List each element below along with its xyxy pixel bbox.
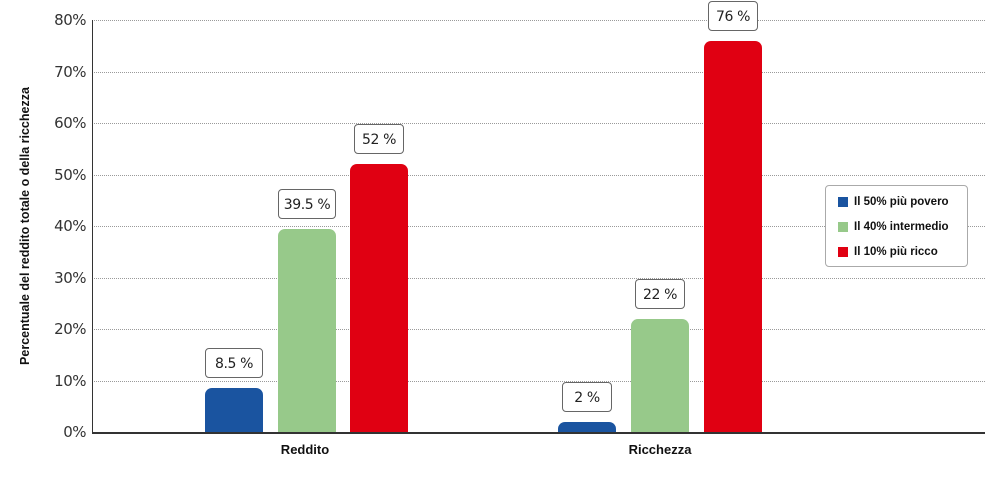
y-tick-label: 50% bbox=[54, 165, 86, 184]
legend-label: Il 10% più ricco bbox=[854, 246, 938, 258]
legend-swatch-blue bbox=[838, 197, 848, 207]
legend-swatch-red bbox=[838, 247, 848, 257]
legend-item-middle: Il 40% intermedio bbox=[838, 220, 949, 234]
gridline bbox=[92, 380, 985, 382]
value-label: 22 % bbox=[635, 278, 685, 309]
gridline bbox=[92, 329, 985, 330]
y-axis-title: Percentuale del reddito totale o della r… bbox=[18, 87, 32, 365]
y-tick-label: 70% bbox=[54, 62, 86, 81]
gridline bbox=[92, 20, 985, 21]
bar bbox=[704, 40, 762, 432]
bar bbox=[631, 318, 689, 432]
bar bbox=[350, 164, 408, 432]
y-axis-line bbox=[92, 20, 93, 432]
y-tick-label: 40% bbox=[54, 217, 86, 235]
legend-label: Il 50% più povero bbox=[854, 196, 949, 208]
x-axis-line bbox=[92, 432, 985, 434]
legend-label: Il 40% intermedio bbox=[854, 221, 949, 233]
bar bbox=[278, 228, 336, 432]
y-tick-label: 0% bbox=[63, 423, 86, 441]
legend-item-richest: Il 10% più ricco bbox=[838, 245, 938, 259]
bar bbox=[205, 388, 263, 432]
legend-swatch-green bbox=[838, 222, 848, 232]
bar bbox=[558, 421, 616, 432]
gridline bbox=[92, 174, 985, 176]
category-label-reddito: Reddito bbox=[280, 442, 330, 457]
value-label: 52 % bbox=[354, 124, 404, 155]
category-label-ricchezza: Ricchezza bbox=[628, 442, 692, 457]
y-tick-label: 80% bbox=[54, 11, 86, 29]
y-tick-label: 60% bbox=[54, 114, 86, 132]
gridline bbox=[92, 226, 985, 227]
value-label: 76 % bbox=[708, 0, 758, 31]
y-tick-label: 20% bbox=[54, 320, 86, 338]
y-tick-label: 30% bbox=[54, 268, 86, 287]
value-label: 8.5 % bbox=[205, 348, 263, 379]
value-label: 2 % bbox=[562, 381, 612, 412]
legend: Il 50% più povero Il 40% intermedio Il 1… bbox=[825, 185, 968, 267]
value-label: 39.5 % bbox=[278, 188, 336, 219]
gridline bbox=[92, 277, 985, 279]
gridline bbox=[92, 71, 985, 73]
y-tick-label: 10% bbox=[54, 371, 86, 390]
legend-item-poorest: Il 50% più povero bbox=[838, 195, 949, 209]
gridline bbox=[92, 123, 985, 124]
